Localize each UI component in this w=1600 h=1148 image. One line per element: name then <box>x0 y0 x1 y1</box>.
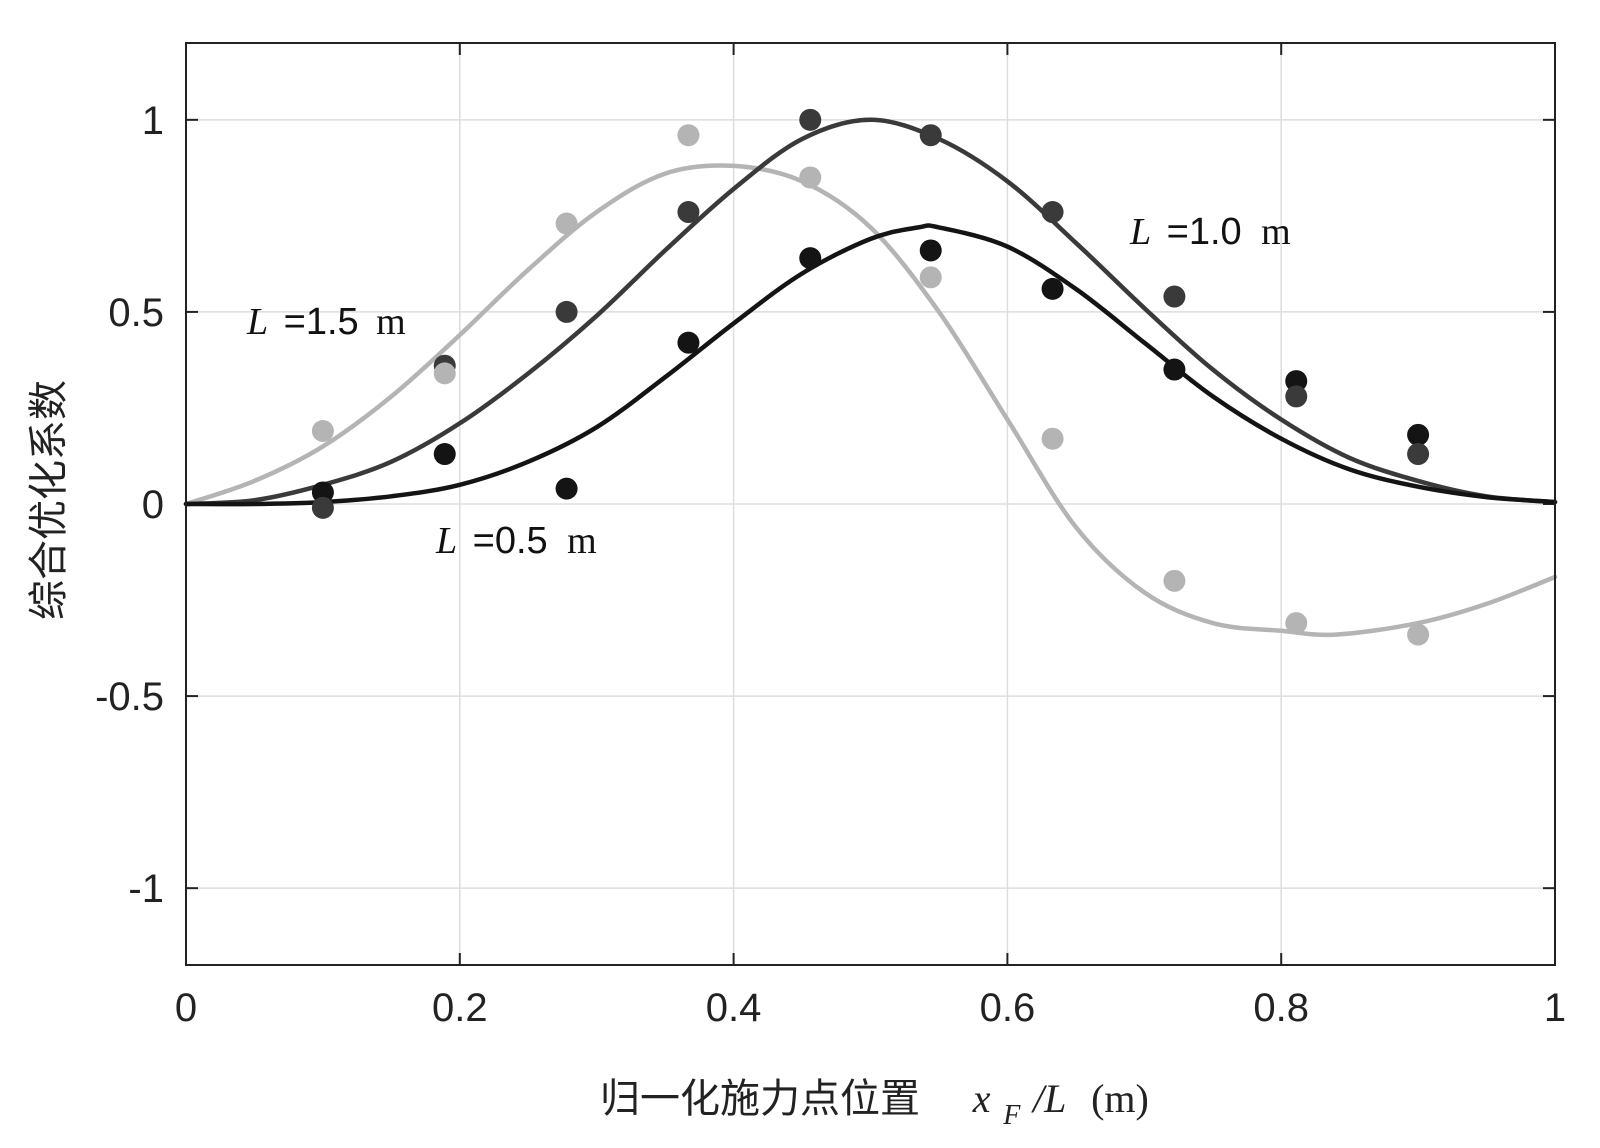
data-point-series-0 <box>799 247 822 270</box>
label-series-1-unit: m <box>1261 211 1291 253</box>
y-tick-label: 1 <box>142 99 164 143</box>
data-point-series-2 <box>311 420 334 443</box>
y-axis-title: 综合优化系数 <box>26 380 72 620</box>
data-point-series-1 <box>555 300 578 323</box>
data-point-series-0 <box>555 477 578 500</box>
x-tick-label: 0 <box>175 986 197 1030</box>
label-series-2-unit: m <box>376 301 406 343</box>
data-point-series-2 <box>1407 623 1430 646</box>
x-tick-label: 0.8 <box>1253 986 1309 1030</box>
data-point-series-2 <box>1041 427 1064 450</box>
data-point-series-1 <box>1041 201 1064 224</box>
data-point-series-1 <box>677 201 700 224</box>
x-axis-title-rest: /L <box>1031 1076 1066 1121</box>
y-tick-label: -1 <box>128 867 164 911</box>
data-point-series-1 <box>919 124 942 147</box>
data-points <box>311 108 1430 646</box>
x-axis-title-var: x <box>972 1076 991 1121</box>
data-point-series-1 <box>1407 443 1430 466</box>
data-point-series-2 <box>555 212 578 235</box>
label-series-0: L =0.5 m <box>435 520 597 562</box>
data-point-series-2 <box>677 124 700 147</box>
plot-frame <box>185 42 1556 966</box>
data-point-series-2 <box>433 362 456 385</box>
series-line-2 <box>183 163 1558 638</box>
data-point-series-0 <box>919 239 942 262</box>
x-tick-label: 0.2 <box>432 986 488 1030</box>
data-point-series-1 <box>311 496 334 519</box>
axis-ticks: 0 0.2 0.4 0.6 0.8 1 -1 -0.5 0 0.5 1 <box>95 43 1566 1030</box>
x-axis-title-text: 归一化施力点位置 <box>600 1076 920 1122</box>
x-axis-title-unit: (m) <box>1091 1076 1149 1121</box>
series-line-1 <box>183 117 1558 507</box>
data-point-series-0 <box>433 443 456 466</box>
x-axis-title: 归一化施力点位置 x F /L (m) <box>600 1076 1149 1134</box>
label-series-1-var: L <box>1129 211 1151 253</box>
y-tick-label: 0 <box>142 483 164 527</box>
data-point-series-0 <box>1041 277 1064 300</box>
x-tick-label: 0.6 <box>980 986 1036 1030</box>
data-point-series-2 <box>799 166 822 189</box>
y-tick-label: -0.5 <box>95 675 164 719</box>
series-line-0 <box>183 223 1558 507</box>
data-point-series-1 <box>1163 285 1186 308</box>
label-series-1: L =1.0 m <box>1129 211 1291 253</box>
data-point-series-1 <box>799 108 822 131</box>
x-axis-title-sub: F <box>1002 1100 1021 1131</box>
data-point-series-0 <box>1407 423 1430 446</box>
data-point-series-2 <box>1285 612 1308 635</box>
label-series-0-value: =0.5 <box>473 520 548 562</box>
data-point-series-0 <box>677 331 700 354</box>
label-series-0-unit: m <box>567 520 597 562</box>
data-point-series-1 <box>1285 385 1308 408</box>
label-series-2: L =1.5 m <box>246 301 406 343</box>
y-tick-label: 0.5 <box>108 291 164 335</box>
curves <box>183 117 1558 638</box>
data-point-series-0 <box>311 481 334 504</box>
data-point-series-0 <box>1163 358 1186 381</box>
data-point-series-0 <box>1285 370 1308 393</box>
x-tick-label: 1 <box>1544 986 1566 1030</box>
data-point-series-2 <box>1163 569 1186 592</box>
label-series-2-var: L <box>246 301 268 343</box>
data-point-series-2 <box>919 266 942 289</box>
x-tick-label: 0.4 <box>706 986 762 1030</box>
label-series-1-value: =1.0 <box>1167 211 1242 253</box>
label-series-2-value: =1.5 <box>284 301 359 343</box>
label-series-0-var: L <box>435 520 457 562</box>
grid <box>185 43 1556 965</box>
